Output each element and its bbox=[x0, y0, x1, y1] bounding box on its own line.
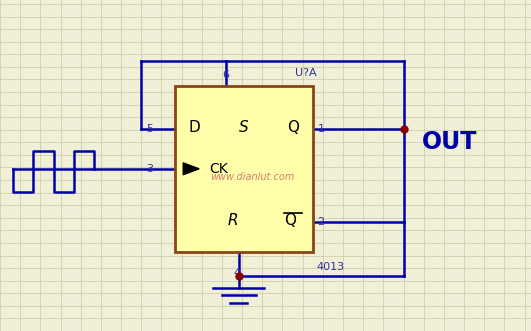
Text: 1: 1 bbox=[318, 124, 324, 134]
Text: 5: 5 bbox=[146, 124, 153, 134]
Text: OUT: OUT bbox=[422, 130, 477, 154]
Text: Q: Q bbox=[287, 120, 299, 135]
Text: S: S bbox=[239, 120, 249, 135]
Text: R: R bbox=[228, 213, 238, 228]
Text: 4013: 4013 bbox=[316, 262, 344, 272]
Text: www.dianlut.com: www.dianlut.com bbox=[210, 172, 294, 182]
Text: U?A: U?A bbox=[295, 68, 316, 78]
Text: 3: 3 bbox=[146, 164, 153, 174]
Text: D: D bbox=[189, 120, 200, 135]
Polygon shape bbox=[183, 163, 199, 175]
Text: CK: CK bbox=[210, 162, 228, 176]
Text: 6: 6 bbox=[222, 70, 229, 80]
Text: 4: 4 bbox=[234, 268, 241, 278]
Text: 2: 2 bbox=[318, 217, 324, 227]
Bar bbox=[175, 86, 313, 252]
Text: Q: Q bbox=[284, 213, 296, 228]
